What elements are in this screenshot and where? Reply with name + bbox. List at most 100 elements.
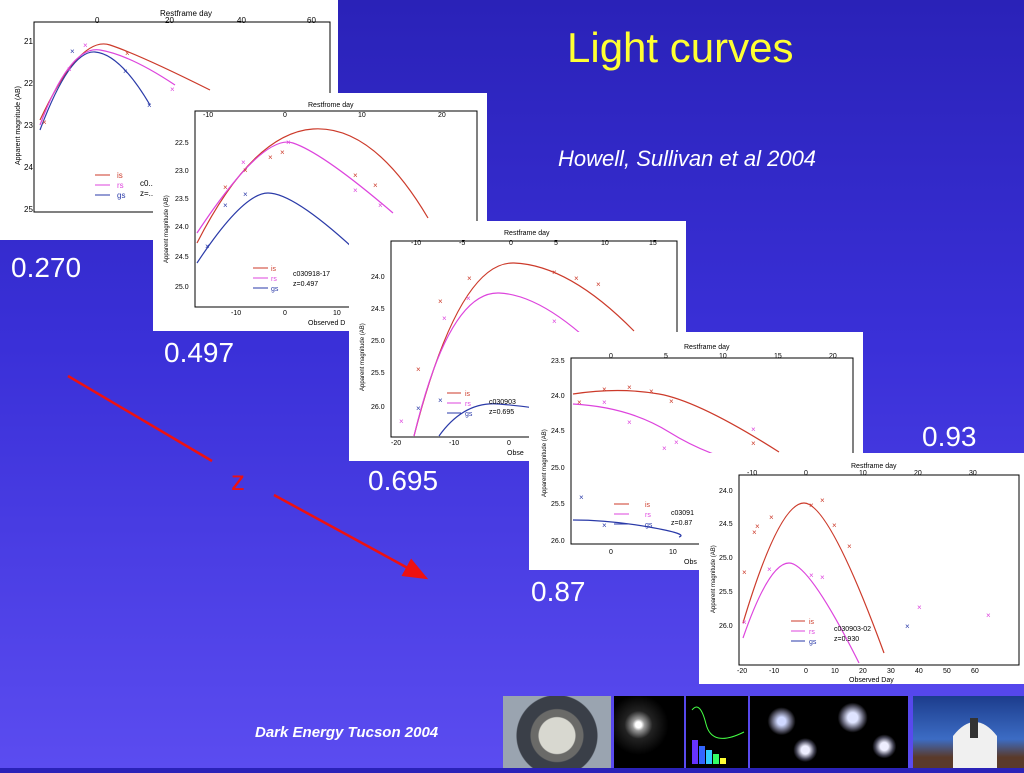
legend-rs: rs <box>117 181 124 190</box>
y-tick: 25.0 <box>371 338 385 345</box>
svg-text:×: × <box>602 385 607 394</box>
legend-gs: gs <box>465 411 473 418</box>
y-tick: 24.5 <box>371 306 385 313</box>
bottom-tick: 50 <box>943 668 951 675</box>
svg-text:×: × <box>123 67 128 76</box>
legend-gs: gs <box>645 522 653 529</box>
svg-text:×: × <box>662 444 667 453</box>
y-tick: 25.5 <box>371 370 385 377</box>
bottom-tick: 10 <box>669 549 677 556</box>
top-tick: 15 <box>649 240 657 247</box>
y-axis-label: Apparent magnitude (AB) <box>360 323 366 391</box>
y-tick: 24.5 <box>175 254 189 261</box>
legend-is: is <box>271 266 277 273</box>
svg-text:×: × <box>373 181 378 190</box>
bottom-tick: 0 <box>804 668 808 675</box>
x-axis-label: Observed D <box>308 320 345 327</box>
bottom-tick: 0 <box>283 310 287 317</box>
svg-text:×: × <box>627 418 632 427</box>
bottom-tick: -10 <box>231 310 241 317</box>
top-tick: 60 <box>307 16 316 25</box>
y-axis-label: Apparent magnitude (AB) <box>542 429 548 497</box>
object-z: z=0.695 <box>489 409 514 416</box>
svg-text:×: × <box>241 158 246 167</box>
svg-text:×: × <box>905 622 910 631</box>
slide-subtitle: Howell, Sullivan et al 2004 <box>558 146 817 171</box>
y-tick: 24.0 <box>175 224 189 231</box>
svg-text:×: × <box>832 521 837 530</box>
y-tick: 26.0 <box>719 623 733 630</box>
legend-is: is <box>645 502 651 509</box>
top-tick: 15 <box>774 353 782 360</box>
bottom-tick: 30 <box>887 668 895 675</box>
svg-text:×: × <box>602 521 607 530</box>
legend-gs: gs <box>809 639 817 646</box>
top-tick: 0 <box>283 112 287 119</box>
redshift-label: 0.695 <box>368 465 439 496</box>
top-axis-label: Restfrome day <box>308 102 354 109</box>
bottom-tick: -20 <box>737 668 747 675</box>
object-z: z=... <box>140 189 155 198</box>
footer-text: Dark Energy Tucson 2004 <box>255 724 439 741</box>
svg-text:×: × <box>751 425 756 434</box>
svg-text:×: × <box>243 190 248 199</box>
bottom-tick: 60 <box>971 668 979 675</box>
svg-text:×: × <box>83 41 88 50</box>
y-tick: 22.5 <box>175 140 189 147</box>
top-tick: 0 <box>804 470 808 477</box>
object-z: z=0.87 <box>671 520 692 527</box>
svg-text:×: × <box>223 183 228 192</box>
spectrum-thumbnail <box>686 696 748 768</box>
legend-is: is <box>117 171 123 180</box>
top-tick: 10 <box>859 470 867 477</box>
y-axis-label: Apparent magnitude (AB) <box>711 545 717 613</box>
legend-gs: gs <box>271 286 279 293</box>
light-curve-plot-2: Restfrome day -10 0 10 20 22.5 23.0 23.5… <box>164 102 478 327</box>
svg-text:×: × <box>353 171 358 180</box>
x-axis-label: Obs <box>684 559 697 566</box>
y-tick: 21 <box>24 37 33 46</box>
light-curve-plot-5: Restframe day -10 0 10 20 30 24.0 24.5 2… <box>711 463 1020 684</box>
legend-gs: gs <box>117 191 125 200</box>
object-z: z=0.930 <box>834 636 859 643</box>
y-tick: 25.0 <box>551 465 565 472</box>
svg-text:×: × <box>467 274 472 283</box>
legend-rs: rs <box>809 629 815 636</box>
svg-text:×: × <box>147 101 152 110</box>
svg-text:×: × <box>820 573 825 582</box>
slide-title: Light curves <box>567 24 794 71</box>
top-tick: 20 <box>914 470 922 477</box>
legend-rs: rs <box>271 276 277 283</box>
svg-text:×: × <box>742 568 747 577</box>
light-curve-plot-1: Restframe day 0 20 40 60 21 22 23 24 25 … <box>15 9 331 214</box>
svg-text:×: × <box>286 138 291 147</box>
y-tick: 25.5 <box>551 501 565 508</box>
svg-text:×: × <box>399 417 404 426</box>
svg-text:×: × <box>742 618 747 627</box>
svg-text:×: × <box>552 317 557 326</box>
svg-text:×: × <box>809 571 814 580</box>
legend-is: is <box>809 619 815 626</box>
svg-text:×: × <box>769 513 774 522</box>
bottom-tick: 10 <box>831 668 839 675</box>
bottom-tick: 40 <box>915 668 923 675</box>
svg-text:×: × <box>552 268 557 277</box>
top-tick: -10 <box>203 112 213 119</box>
bottom-tick: 20 <box>859 668 867 675</box>
svg-text:×: × <box>986 611 991 620</box>
x-axis-label: Observed Day <box>849 677 894 684</box>
svg-text:×: × <box>627 383 632 392</box>
y-tick: 22 <box>24 79 33 88</box>
light-curve-panel-5: Restframe day -10 0 10 20 30 24.0 24.5 2… <box>699 453 1024 684</box>
y-axis-label: Apparent magnitude (AB) <box>15 86 22 165</box>
redshift-label: 0.87 <box>531 576 586 607</box>
y-tick: 24.0 <box>371 274 385 281</box>
svg-text:×: × <box>268 153 273 162</box>
y-tick: 25.0 <box>719 555 733 562</box>
svg-text:×: × <box>416 404 421 413</box>
top-tick: 30 <box>969 470 977 477</box>
svg-text:×: × <box>602 398 607 407</box>
object-name: c0... <box>140 179 155 188</box>
bottom-tick: 10 <box>333 310 341 317</box>
